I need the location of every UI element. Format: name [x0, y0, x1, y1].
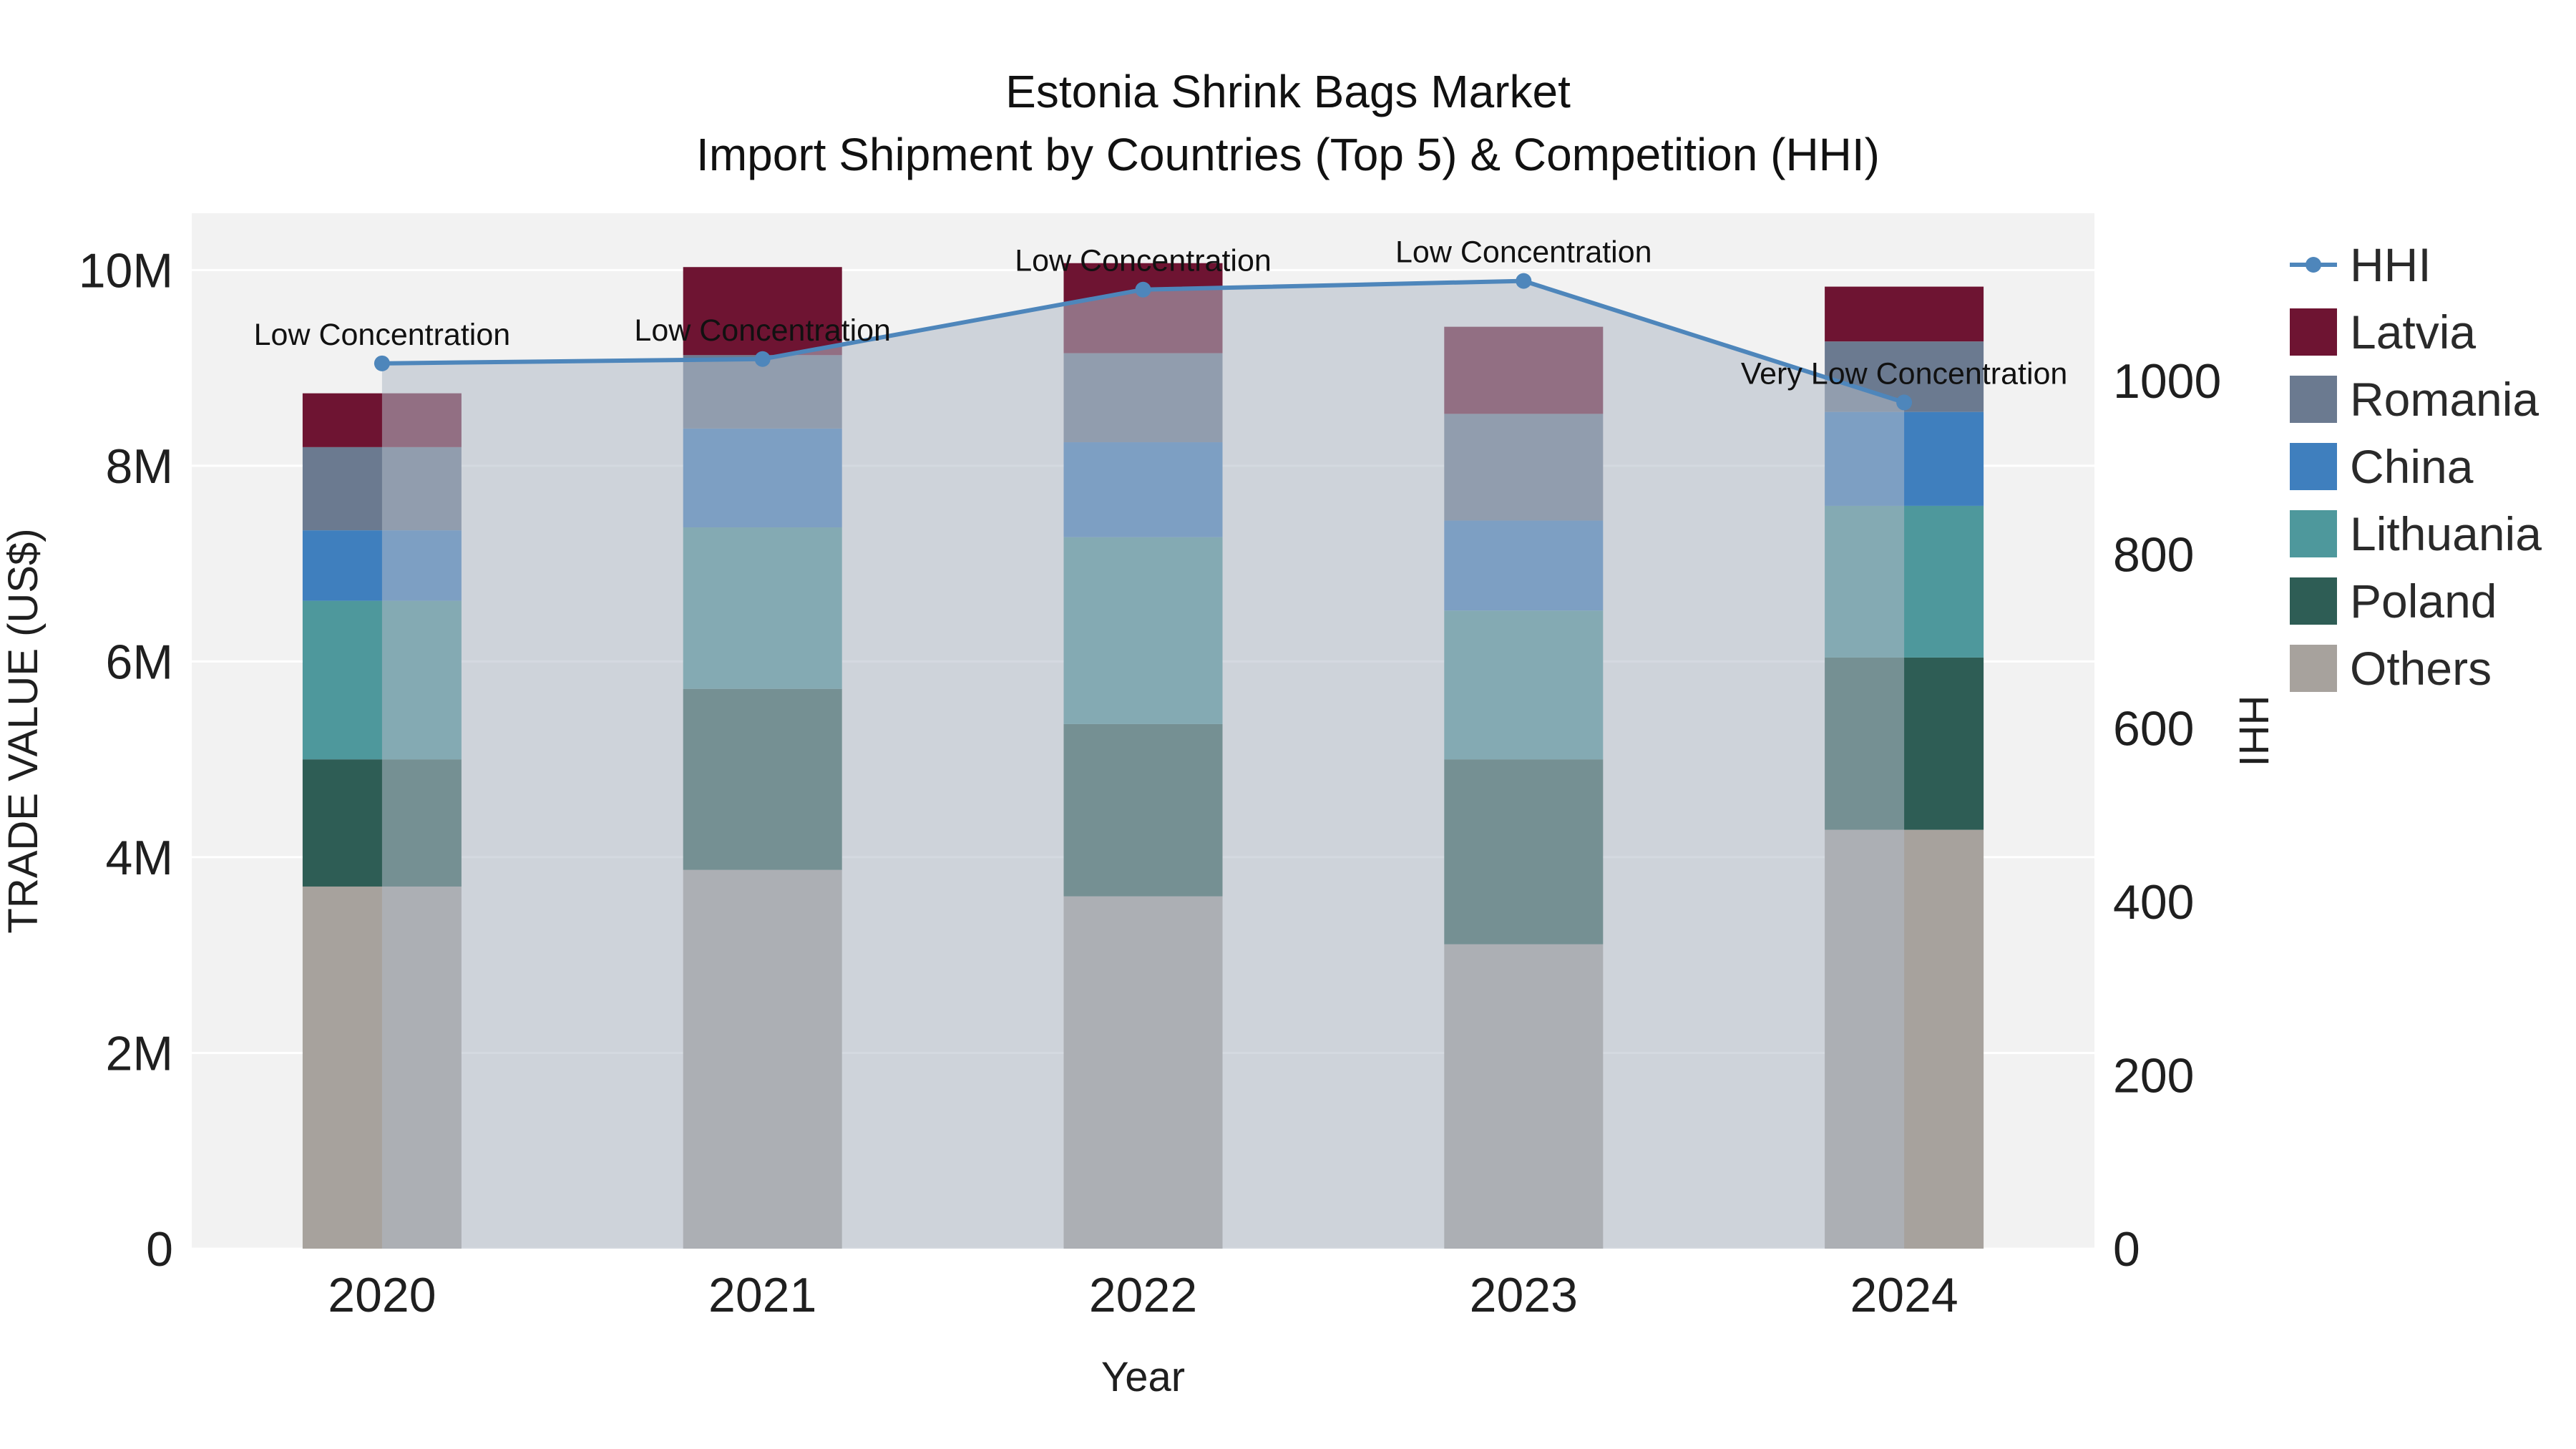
legend-label: Lithuania	[2350, 507, 2542, 560]
annotation-2022: Low Concentration	[1015, 244, 1272, 278]
left-tick-label: 2M	[106, 1026, 173, 1080]
x-tick-label: 2022	[1089, 1268, 1197, 1322]
x-axis-title: Year	[1101, 1354, 1185, 1400]
legend-item-lithuania[interactable]: Lithuania	[2290, 507, 2542, 561]
legend-swatch	[2290, 376, 2337, 423]
legend-label: HHI	[2350, 238, 2431, 291]
legend-label: China	[2350, 440, 2474, 493]
right-tick-label: 0	[2113, 1222, 2140, 1277]
legend-label: Poland	[2350, 575, 2497, 628]
legend-item-others[interactable]: Others	[2290, 641, 2542, 696]
legend-swatch	[2290, 443, 2337, 490]
legend-label: Latvia	[2350, 306, 2477, 358]
hhi-marker-2024[interactable]	[1896, 394, 1913, 411]
right-axis-title: HHI	[2230, 696, 2277, 767]
legend-label: Romania	[2350, 373, 2540, 426]
right-tick-label: 600	[2113, 701, 2194, 756]
legend-item-poland[interactable]: Poland	[2290, 574, 2542, 628]
left-tick-label: 10M	[79, 243, 173, 298]
x-tick-label: 2024	[1850, 1268, 1958, 1322]
chart-title: Estonia Shrink Bags Market Import Shipme…	[0, 60, 2576, 186]
annotation-2020: Low Concentration	[254, 318, 511, 352]
hhi-area-fill	[381, 280, 1905, 1249]
left-tick-label: 4M	[106, 831, 173, 885]
left-tick-label: 8M	[106, 439, 173, 494]
legend-swatch	[2290, 308, 2337, 356]
hhi-marker-2020[interactable]	[374, 355, 390, 371]
hhi-marker-2022[interactable]	[1135, 281, 1151, 298]
right-tick-label: 800	[2113, 528, 2194, 582]
left-tick-label: 6M	[106, 635, 173, 689]
legend-item-hhi[interactable]: HHI	[2290, 238, 2542, 292]
legend-item-latvia[interactable]: Latvia	[2290, 305, 2542, 359]
right-tick-label: 400	[2113, 875, 2194, 930]
left-axis-title: TRADE VALUE (US$)	[0, 528, 47, 933]
hhi-marker-2023[interactable]	[1516, 273, 1532, 289]
legend-swatch	[2290, 510, 2337, 557]
annotation-2021: Low Concentration	[634, 313, 891, 348]
legend: HHI Latvia Romania China Lithuania Poland Othe…	[2290, 238, 2542, 696]
x-tick-label: 2020	[328, 1268, 436, 1322]
bar-segment-latvia-2024[interactable]	[1825, 286, 1984, 342]
chart-title-line1: Estonia Shrink Bags Market	[1005, 66, 1571, 117]
hhi-line-symbol	[2290, 257, 2337, 273]
left-tick-label: 0	[146, 1222, 173, 1277]
x-tick-label: 2023	[1470, 1268, 1578, 1322]
hhi-marker-2021[interactable]	[754, 351, 771, 367]
annotation-2023: Low Concentration	[1395, 235, 1652, 270]
legend-swatch	[2290, 645, 2337, 692]
bar-segment-latvia-2021[interactable]	[683, 267, 842, 356]
legend-item-romania[interactable]: Romania	[2290, 372, 2542, 426]
right-tick-label: 200	[2113, 1048, 2194, 1103]
legend-label: Others	[2350, 642, 2492, 695]
chart-title-line2: Import Shipment by Countries (Top 5) & C…	[696, 129, 1880, 180]
x-tick-label: 2021	[708, 1268, 816, 1322]
annotation-2024: Very Low Concentration	[1741, 356, 2068, 391]
right-tick-label: 1000	[2113, 354, 2221, 409]
legend-item-china[interactable]: China	[2290, 439, 2542, 494]
legend-swatch	[2290, 577, 2337, 625]
